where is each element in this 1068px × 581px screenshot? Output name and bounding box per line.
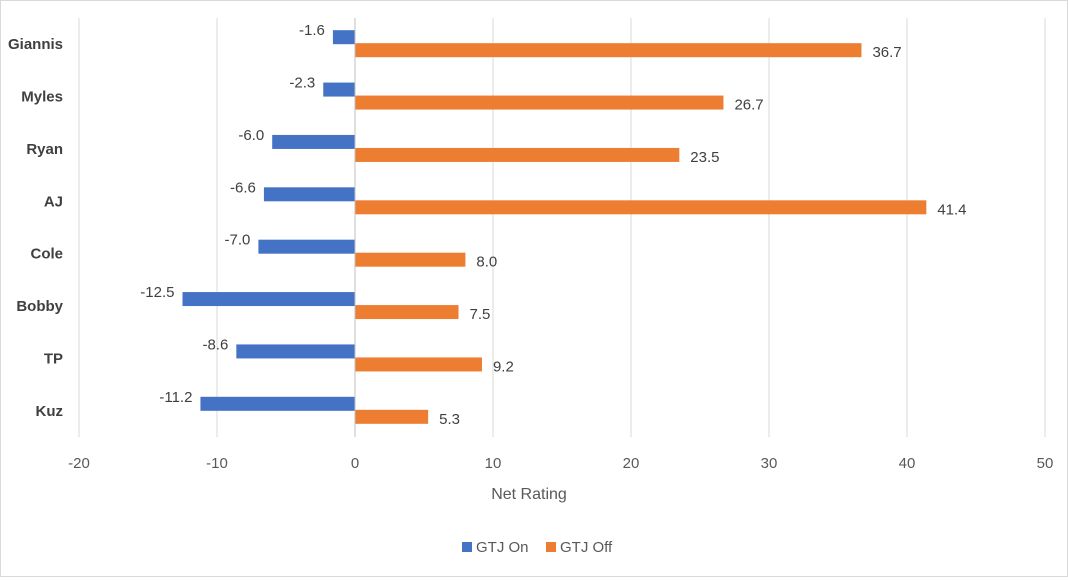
x-axis-title: Net Rating [491,486,567,503]
bar-gtj-on [332,30,355,45]
data-label: 8.0 [476,254,497,271]
category-label: Giannis [8,36,63,53]
bar-gtj-off [355,200,927,215]
data-label: 36.7 [872,44,901,61]
labels: -20 -10 0 10 20 30 40 50 Giannis Myles Ryan AJ Cole B… [8,22,1053,472]
data-label: 23.5 [690,149,719,166]
data-label: 9.2 [493,358,514,375]
data-label: -7.0 [225,232,251,249]
bar-gtj-off [355,252,466,267]
bar-gtj-off [355,43,862,58]
bar-gtj-on [272,134,355,149]
data-label: 5.3 [439,411,460,428]
data-label: -6.0 [238,127,264,144]
x-tick-label: 40 [899,455,916,472]
data-label: -8.6 [202,336,228,353]
legend-swatch-gtj-on [462,542,472,552]
x-tick-label: 50 [1037,455,1054,472]
legend: GTJ On GTJ Off [462,539,613,556]
x-tick-label: 20 [623,455,640,472]
category-label: Bobby [16,298,63,315]
category-label: Myles [21,89,63,106]
category-label: Ryan [26,141,63,158]
data-label: -6.6 [230,179,256,196]
bar-gtj-on [182,292,355,307]
x-tick-label: 30 [761,455,778,472]
data-label: 26.7 [734,97,763,114]
bar-gtj-on [263,187,355,202]
gridlines [78,18,1046,437]
data-label: 41.4 [937,201,966,218]
x-tick-label: -10 [206,455,228,472]
data-label: -11.2 [159,389,192,406]
legend-label-gtj-off: GTJ Off [560,539,613,556]
bar-gtj-off [355,147,680,162]
bar-gtj-on [258,239,355,254]
bar-gtj-on [236,344,355,359]
bar-gtj-on [200,396,355,411]
bar-gtj-off [355,357,482,372]
category-label: Cole [30,246,63,263]
bars [182,30,927,424]
x-tick-label: -20 [68,455,90,472]
category-label: TP [44,350,63,367]
data-label: -2.3 [289,75,315,92]
bar-gtj-off [355,95,724,110]
x-tick-label: 0 [351,455,359,472]
legend-label-gtj-on: GTJ On [476,539,529,556]
bar-gtj-off [355,409,429,424]
x-tick-label: 10 [485,455,502,472]
bar-gtj-on [323,82,355,97]
category-label: AJ [44,193,63,210]
category-label: Kuz [36,403,64,420]
data-label: -12.5 [140,284,174,301]
legend-swatch-gtj-off [546,542,556,552]
data-label: 7.5 [470,306,491,323]
data-label: -1.6 [299,22,325,39]
bar-gtj-off [355,305,459,320]
